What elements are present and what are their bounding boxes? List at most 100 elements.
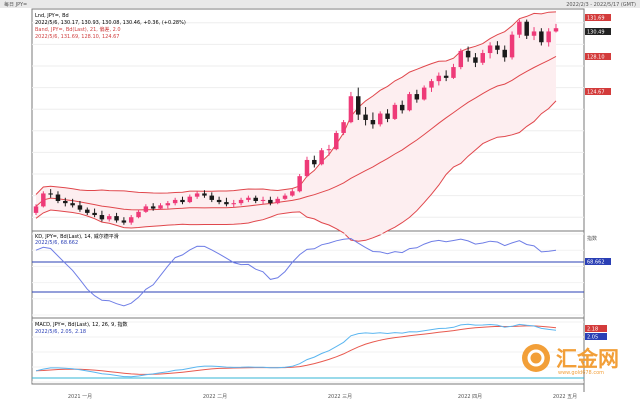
candle-body — [77, 205, 83, 210]
candle-body — [41, 193, 46, 207]
candle-body — [114, 216, 119, 221]
candle-body — [341, 122, 346, 133]
watermark: 汇金网 www.gold678.com — [522, 344, 619, 376]
candle-body — [429, 81, 434, 88]
candle — [502, 45, 507, 62]
candle-body — [443, 75, 449, 78]
candle-body — [407, 94, 412, 111]
candle — [85, 207, 90, 216]
candle-body — [33, 206, 39, 213]
watermark-logo-icon — [522, 344, 550, 372]
candle — [429, 78, 434, 92]
bollinger-band-area — [36, 11, 556, 242]
candle — [107, 213, 112, 222]
candle-body — [348, 96, 354, 123]
candle-body — [451, 67, 456, 78]
candle-body — [136, 211, 141, 218]
candle — [297, 174, 302, 193]
candle — [77, 201, 83, 212]
candle-body — [158, 205, 163, 209]
time-axis: 2021 一月 2022 二月 2022 三月 2022 四月 2022 五月 — [68, 394, 577, 400]
candle — [407, 91, 412, 112]
middle-band-tag — [585, 53, 611, 60]
candle-body — [172, 199, 178, 204]
candle — [150, 203, 156, 211]
candle — [436, 72, 442, 86]
candle-body — [421, 87, 427, 100]
candle-body — [85, 209, 90, 213]
candle-body — [517, 21, 522, 35]
candle-body — [48, 193, 53, 195]
time-axis-label-1: 2021 一月 — [68, 394, 92, 400]
candle — [370, 112, 376, 129]
candle — [458, 48, 464, 70]
kd-legend-line-1: KD, JPY=, Bd(Last), 14, 威尔德平滑 — [35, 233, 119, 240]
candle-body — [260, 199, 266, 201]
candle — [421, 85, 427, 101]
candle-body — [282, 195, 288, 199]
candle-body — [399, 104, 405, 111]
candle-body — [436, 75, 442, 82]
candle — [356, 87, 361, 120]
candle — [48, 189, 53, 198]
candle-body — [502, 49, 507, 58]
candle — [70, 198, 75, 208]
candle — [41, 191, 46, 208]
candle-body — [297, 176, 302, 192]
candle-body — [209, 195, 215, 200]
candle — [33, 204, 39, 216]
candle — [451, 63, 456, 79]
candle — [473, 53, 478, 68]
candle-body — [334, 132, 339, 150]
candle-body — [99, 215, 105, 220]
candle — [216, 196, 222, 205]
candle — [539, 28, 544, 46]
candle — [231, 199, 236, 208]
candle — [63, 197, 68, 207]
candle — [172, 197, 178, 206]
macd-value-tag-text: 2.05 — [587, 335, 598, 341]
candle-body — [495, 45, 500, 50]
last-price-tag — [585, 28, 611, 35]
price-legend-line-2: 2022/5/6, 130.17, 130.93, 130.08, 130.46… — [35, 20, 186, 26]
kd-value-tag-text: 68.662 — [587, 260, 605, 266]
candle — [121, 217, 127, 225]
candle — [275, 196, 280, 205]
bollinger-middle-line — [35, 55, 557, 211]
candle-body — [553, 28, 559, 32]
candle-body — [55, 194, 61, 201]
lower-band-tag — [585, 88, 611, 95]
candle-body — [319, 150, 324, 165]
price-tags: 131.69 130.49 128.10 124.67 — [585, 14, 611, 96]
candle — [187, 194, 193, 204]
last-price-tag-text: 130.49 — [587, 30, 605, 36]
candle — [385, 109, 390, 123]
candle-body — [194, 193, 200, 197]
candle — [224, 197, 229, 207]
bollinger-upper-line — [35, 11, 557, 195]
candle — [414, 89, 420, 103]
candle-body — [238, 199, 244, 204]
candle-body — [363, 114, 368, 120]
macd-legend: MACD, JPY=, Bd(Last), 12, 26, 9, 指数 2022… — [35, 321, 128, 335]
candle — [517, 19, 522, 38]
candle — [92, 208, 97, 218]
kd-line — [35, 237, 557, 307]
candle-body — [253, 197, 258, 201]
candle — [465, 46, 471, 62]
candle-body — [70, 203, 75, 206]
kd-legend: KD, JPY=, Bd(Last), 14, 威尔德平滑 2022/5/6, … — [35, 233, 119, 246]
candle — [392, 102, 398, 120]
candle-body — [121, 220, 127, 223]
candle — [194, 191, 200, 199]
watermark-logo-ring — [527, 349, 545, 367]
candle — [443, 70, 449, 82]
candle-body — [224, 202, 229, 205]
candle-body — [246, 197, 251, 200]
candle-body — [414, 94, 420, 100]
candle — [246, 195, 251, 203]
price-legend-line-1: Lnd, JPY=, Bd — [35, 13, 69, 19]
candle-body — [202, 193, 207, 196]
candle — [202, 190, 207, 198]
